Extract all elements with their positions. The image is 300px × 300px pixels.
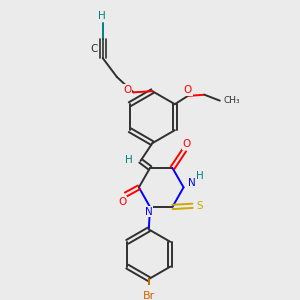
Text: S: S xyxy=(196,201,203,211)
Text: N: N xyxy=(188,178,196,188)
Text: Br: Br xyxy=(143,291,155,300)
Text: H: H xyxy=(98,11,105,21)
Text: H: H xyxy=(196,170,204,181)
Text: C: C xyxy=(91,44,98,54)
Text: N: N xyxy=(145,207,153,217)
Text: CH₃: CH₃ xyxy=(223,96,240,105)
Text: O: O xyxy=(184,85,192,95)
Text: O: O xyxy=(118,196,127,206)
Text: O: O xyxy=(123,85,132,95)
Text: O: O xyxy=(182,140,191,149)
Text: H: H xyxy=(125,155,133,165)
